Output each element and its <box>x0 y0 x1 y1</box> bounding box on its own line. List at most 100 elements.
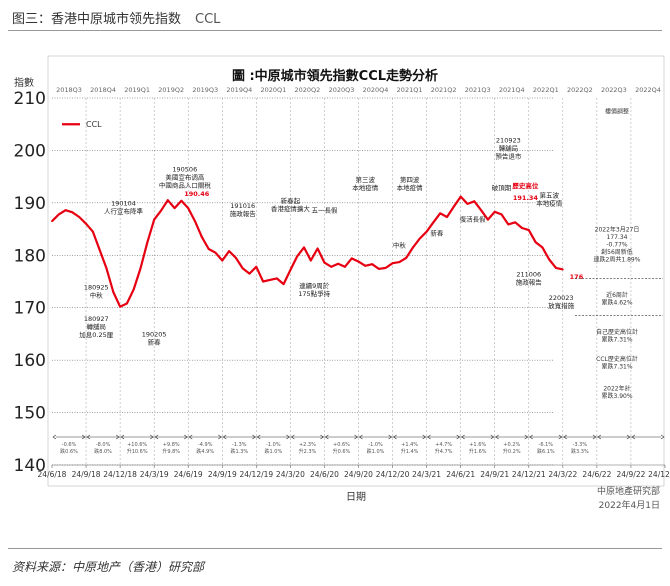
data-point <box>432 221 435 224</box>
annotation-text: 中秋 <box>90 290 104 299</box>
data-point <box>500 213 503 216</box>
x-tick-label: 24/9/21 <box>480 470 509 479</box>
sidebar-text: 累跌7.31% <box>601 335 632 343</box>
band-arrow-left <box>461 434 465 440</box>
x-tick-label: 24/6/20 <box>310 470 339 479</box>
annotation-text: 中國商品入口關稅 <box>159 180 212 189</box>
data-point <box>527 229 530 232</box>
sidebar-text: 自己歷史高位計 <box>596 328 638 336</box>
band-arrow-left <box>52 434 57 440</box>
annotation-text: 新春起 <box>281 196 301 205</box>
data-point <box>255 265 258 268</box>
x-tick-label: 24/6/18 <box>38 470 67 479</box>
annotation-text: 新春 <box>430 228 444 237</box>
quarter-change-label: -0.6% <box>62 442 77 448</box>
band-arrow-right <box>115 434 120 440</box>
annotation-text: 本地疫情 <box>397 183 424 192</box>
data-point <box>350 257 353 260</box>
data-point <box>194 220 196 223</box>
bottom-rule <box>8 548 662 549</box>
band-arrow-left <box>529 434 533 440</box>
figure-title-series: CCL <box>195 12 221 27</box>
band-arrow-right <box>422 434 427 440</box>
annotation-text: 美國宣布调高 <box>165 172 205 181</box>
sidebar-text: 樓價調整 <box>605 108 629 116</box>
band-arrow-left <box>631 434 636 440</box>
data-point <box>112 291 115 293</box>
sidebar-text: 累跌3.90% <box>601 392 632 400</box>
figure-title-text: 图三：香港中原城市领先指数 <box>12 12 182 27</box>
data-point <box>378 268 380 270</box>
ccl-chart: 140 150 160 170 180 190 200 210 2018Q3 2018Q4 2019… <box>14 55 670 511</box>
data-point <box>466 203 469 205</box>
annotation-text: 211006 <box>516 270 541 278</box>
y-tick-label: 180 <box>14 246 46 266</box>
band-arrow-left <box>563 434 567 440</box>
annotation-layer: 180925中秋180927轉舖局加息0.25厘190104人行宣布降準1902… <box>79 137 583 347</box>
x-tick-label: 24/9/19 <box>208 470 237 479</box>
sidebar-text: 177.34 <box>607 234 628 241</box>
data-point <box>289 269 292 271</box>
quarter-change-label: 跌6.1% <box>537 448 555 455</box>
annotation-text: 第四波 <box>400 175 420 184</box>
x-tick-label: 24/12/18 <box>103 470 137 479</box>
data-point <box>364 264 367 267</box>
quarter-label: 2018Q3 <box>56 86 82 94</box>
sidebar-text: 累跌7.31% <box>601 363 632 371</box>
quarter-label: 2019Q1 <box>124 86 150 94</box>
band-arrow-left <box>86 434 91 440</box>
band-arrow-right <box>388 434 393 440</box>
annotation-text: 預告退市 <box>495 152 522 161</box>
data-point <box>126 302 128 305</box>
quarter-change-label: 跌1.3% <box>230 448 248 455</box>
data-point <box>51 220 53 223</box>
band-arrow-right <box>150 434 154 440</box>
annotation-text: 190506 <box>172 165 197 173</box>
data-point <box>269 279 271 281</box>
data-point <box>357 260 360 263</box>
data-point <box>459 195 462 198</box>
annotation-text: 191.34 <box>513 194 539 202</box>
chart-title: 圖 :中原城市領先指數CCL走勢分析 <box>232 68 438 84</box>
annotation-text: 190104 <box>111 199 136 207</box>
data-point <box>235 257 237 259</box>
band-arrow-left <box>154 434 159 440</box>
band-arrow-left <box>120 434 125 440</box>
annotation-text: 香港疫情擴大 <box>271 204 311 213</box>
data-point <box>207 248 210 250</box>
quarter-change-label: -8.0% <box>96 442 111 448</box>
quarter-change-label: +0.6% <box>333 442 350 448</box>
legend-label-ccl: CCL <box>86 120 102 129</box>
data-point <box>480 209 482 212</box>
data-point <box>173 207 176 210</box>
annotation-text: 180925 <box>84 283 109 291</box>
annotation-text: 176 <box>570 273 584 281</box>
band-arrow-right <box>286 434 290 440</box>
y-tick-label: 140 <box>14 456 46 476</box>
sidebar-text: -0.77% <box>606 242 628 249</box>
quarter-label: 2022Q3 <box>601 86 627 94</box>
data-point <box>71 211 74 214</box>
quarter-label: 2019Q4 <box>226 86 252 94</box>
y-tick-label: 190 <box>14 194 46 214</box>
annotation-text: 第三波 <box>356 175 376 184</box>
band-arrow-right <box>81 434 86 440</box>
data-point <box>200 236 203 238</box>
quarter-label: 2020Q4 <box>363 86 389 94</box>
x-tick-label: 24/9/20 <box>344 470 373 479</box>
y-tick-label: 210 <box>14 89 46 109</box>
figure-title: 图三：香港中原城市领先指数 CCL <box>12 8 220 27</box>
data-point <box>119 305 122 308</box>
data-point <box>139 267 142 270</box>
quarter-change-label: 升10.6% <box>127 448 148 455</box>
quarter-label: 2021Q2 <box>431 86 457 94</box>
quarter-change-label: 升0.2% <box>503 448 521 455</box>
quarter-change-label: +4.7% <box>435 442 452 448</box>
x-tick-label: 24/6/22 <box>582 470 611 479</box>
annotation-text: 人行宣布降準 <box>104 206 144 215</box>
quarter-change-label: 跌4.9% <box>196 448 214 455</box>
y-tick-label: 200 <box>14 141 46 161</box>
data-point <box>64 209 67 212</box>
sidebar-text: 2022年3月27日 <box>595 226 640 234</box>
data-point <box>323 261 326 264</box>
